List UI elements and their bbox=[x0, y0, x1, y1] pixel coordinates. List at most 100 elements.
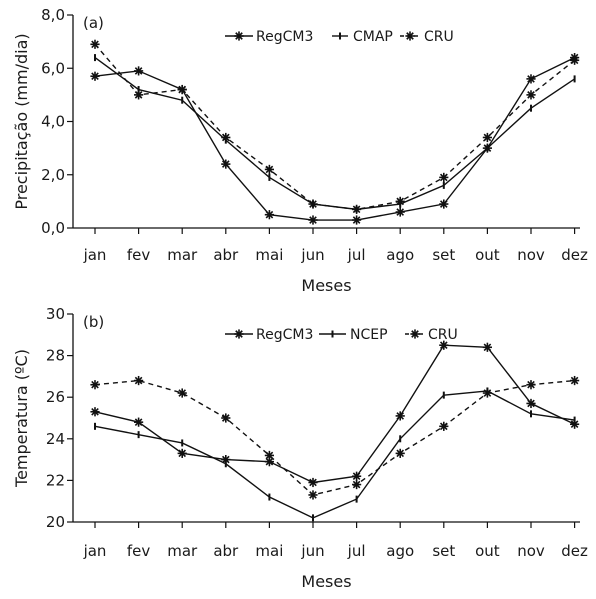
data-point bbox=[570, 419, 580, 429]
data-point bbox=[439, 421, 449, 431]
series-line bbox=[94, 379, 575, 496]
series-regcm3 bbox=[90, 53, 580, 225]
x-tick-label: jul bbox=[347, 246, 366, 264]
legend-marker bbox=[234, 329, 244, 339]
data-point bbox=[352, 479, 362, 490]
data-point bbox=[177, 388, 187, 398]
chart-panel-b: 20 22 24 26 28 30 jan fev mar abr mai jun jul ago set o… bbox=[12, 305, 588, 591]
legend: RegCM3 NCEP CRU bbox=[225, 327, 458, 343]
x-tick-label: ago bbox=[386, 542, 414, 560]
x-tick-label: set bbox=[432, 246, 455, 264]
x-tick-label: mai bbox=[255, 246, 283, 264]
data-point bbox=[439, 172, 449, 183]
x-tick-label: fev bbox=[127, 542, 151, 560]
x-tick-label: out bbox=[475, 542, 500, 560]
x-axis-label: Meses bbox=[301, 572, 351, 591]
y-tick-label: 24 bbox=[46, 430, 65, 448]
data-point bbox=[264, 164, 274, 175]
legend: RegCM3 CMAP CRU bbox=[225, 29, 454, 45]
series-line bbox=[94, 344, 575, 484]
data-point bbox=[482, 388, 492, 398]
x-tick-label: mai bbox=[255, 542, 283, 560]
y-tick-label: 28 bbox=[46, 347, 65, 365]
x-axis-label: Meses bbox=[301, 276, 351, 295]
legend-label: CRU bbox=[424, 29, 454, 45]
data-point bbox=[134, 66, 144, 76]
legend-marker bbox=[234, 31, 244, 41]
data-point bbox=[264, 450, 274, 461]
legend-marker bbox=[410, 329, 420, 339]
series-ncep bbox=[94, 387, 576, 522]
data-point bbox=[308, 477, 318, 488]
data-point bbox=[570, 55, 580, 65]
data-point bbox=[395, 448, 405, 458]
chart-panel-a: 0,0 2,0 4,0 6,0 8,0 jan fev mar abr mai jun jul ago s… bbox=[12, 6, 588, 295]
y-tick-label: 8,0 bbox=[41, 6, 65, 24]
legend-item-cru: CRU bbox=[405, 327, 458, 343]
series-cru bbox=[90, 39, 580, 214]
data-point bbox=[395, 411, 405, 421]
x-tick-label: fev bbox=[127, 246, 151, 264]
x-tick-label: mar bbox=[167, 542, 198, 560]
x-tick-label: ago bbox=[386, 246, 414, 264]
series-cmap bbox=[94, 54, 576, 213]
x-tick-label: jul bbox=[347, 542, 366, 560]
data-point bbox=[90, 39, 100, 49]
series-cru bbox=[90, 375, 580, 500]
x-tick-label: jan bbox=[83, 542, 107, 560]
y-tick-label: 4,0 bbox=[41, 113, 65, 131]
panel-label: (b) bbox=[83, 313, 104, 331]
data-point bbox=[221, 159, 231, 169]
data-point bbox=[352, 215, 362, 225]
x-tick-label: jan bbox=[83, 246, 107, 264]
x-tick-label: jun bbox=[300, 542, 324, 560]
data-point bbox=[308, 215, 318, 225]
series-line bbox=[94, 390, 575, 519]
data-point bbox=[526, 90, 536, 100]
x-tick-label: nov bbox=[517, 246, 545, 264]
x-tick-label: mar bbox=[167, 246, 198, 264]
legend-marker bbox=[405, 31, 415, 41]
series-regcm3 bbox=[90, 340, 580, 488]
y-tick-label: 0,0 bbox=[41, 219, 65, 237]
data-point bbox=[221, 132, 231, 143]
x-tick-label: set bbox=[432, 542, 455, 560]
data-point bbox=[134, 417, 144, 427]
data-point bbox=[526, 74, 536, 84]
data-point bbox=[526, 380, 536, 390]
y-tick-label: 22 bbox=[46, 471, 65, 489]
y-tick-label: 26 bbox=[46, 388, 65, 406]
data-point bbox=[177, 84, 187, 95]
panel-label: (a) bbox=[83, 14, 104, 32]
x-tick-label: abr bbox=[213, 246, 239, 264]
y-tick-label: 6,0 bbox=[41, 59, 65, 77]
data-point bbox=[570, 375, 580, 386]
legend-item-regcm3: RegCM3 bbox=[225, 29, 313, 45]
legend-label: NCEP bbox=[350, 327, 388, 343]
x-tick-label: dez bbox=[561, 246, 588, 264]
y-tick-label: 30 bbox=[46, 305, 65, 323]
legend-item-cru: CRU bbox=[400, 29, 454, 45]
series-line bbox=[94, 57, 575, 211]
x-tick-label: abr bbox=[213, 542, 239, 560]
data-point bbox=[482, 132, 492, 143]
y-tick-label: 20 bbox=[46, 513, 65, 531]
data-point bbox=[264, 210, 274, 220]
legend-label: RegCM3 bbox=[256, 29, 313, 45]
data-point bbox=[90, 71, 100, 81]
data-point bbox=[308, 199, 318, 209]
x-tick-label: dez bbox=[561, 542, 588, 560]
data-point bbox=[482, 342, 492, 352]
data-point bbox=[439, 199, 449, 209]
data-point bbox=[177, 448, 187, 458]
data-point bbox=[439, 340, 449, 350]
legend-item-ncep: NCEP bbox=[319, 327, 388, 343]
data-point bbox=[134, 375, 144, 386]
y-axis-label: Precipitação (mm/dia) bbox=[12, 33, 31, 209]
legend-label: CRU bbox=[428, 327, 458, 343]
data-point bbox=[395, 196, 405, 206]
data-point bbox=[134, 90, 144, 100]
legend-label: RegCM3 bbox=[256, 327, 313, 343]
series-line bbox=[94, 56, 575, 221]
